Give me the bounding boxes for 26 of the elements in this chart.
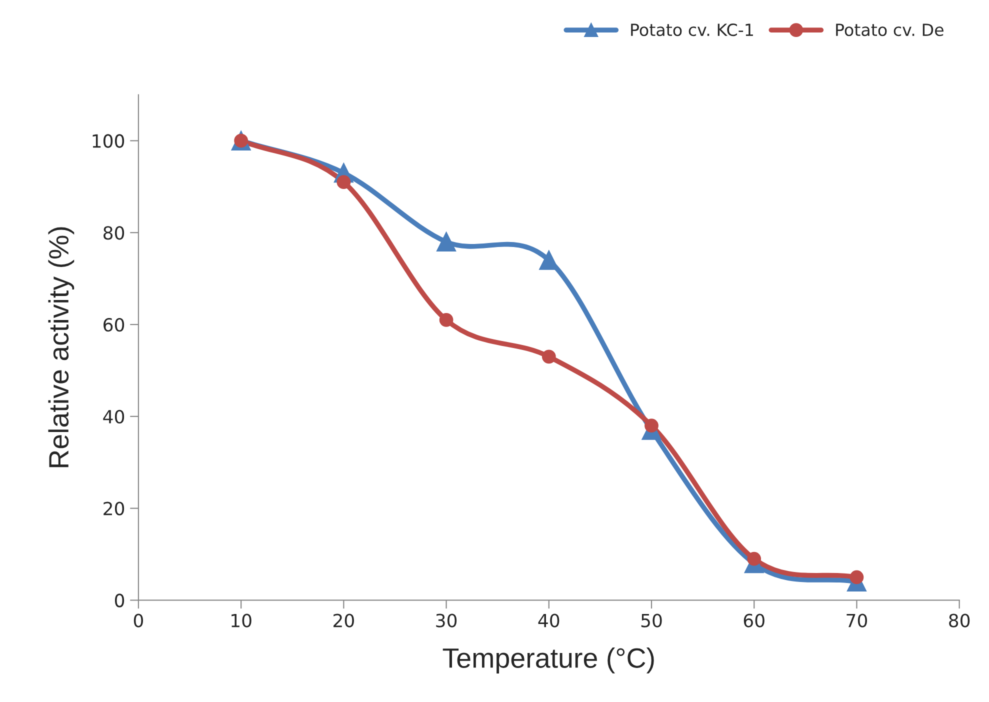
y-tick-label: 20 xyxy=(104,502,124,516)
x-tick-label: 20 xyxy=(334,614,354,628)
x-tick-label: 40 xyxy=(538,614,560,628)
y-tick-label: 0 xyxy=(114,594,124,608)
x-tick-label: 80 xyxy=(949,614,970,628)
x-tick-label: 0 xyxy=(134,614,144,628)
point xyxy=(542,350,556,364)
point xyxy=(439,312,454,327)
y-axis-title: Relative activity (%) xyxy=(48,227,74,468)
y-tick-label: 60 xyxy=(104,318,124,332)
point xyxy=(850,570,864,584)
legend-label: Potato cv. De xyxy=(836,24,944,36)
x-tick-label: 70 xyxy=(846,614,868,628)
x-tick-label: 30 xyxy=(436,614,457,628)
point xyxy=(436,232,456,252)
x-tick-label: 10 xyxy=(232,614,252,628)
point xyxy=(336,175,351,190)
y-tick-label: 40 xyxy=(103,410,124,424)
point xyxy=(644,418,658,433)
y-tick-label: 80 xyxy=(104,226,124,240)
legend-label: Potato cv. KC-1 xyxy=(631,24,753,36)
point xyxy=(747,552,762,566)
x-axis-title: Temperature (°C) xyxy=(442,648,654,674)
x-tick-label: 50 xyxy=(641,614,662,628)
y-tick-label: 100 xyxy=(92,134,124,148)
x-tick-label: 60 xyxy=(744,614,764,628)
